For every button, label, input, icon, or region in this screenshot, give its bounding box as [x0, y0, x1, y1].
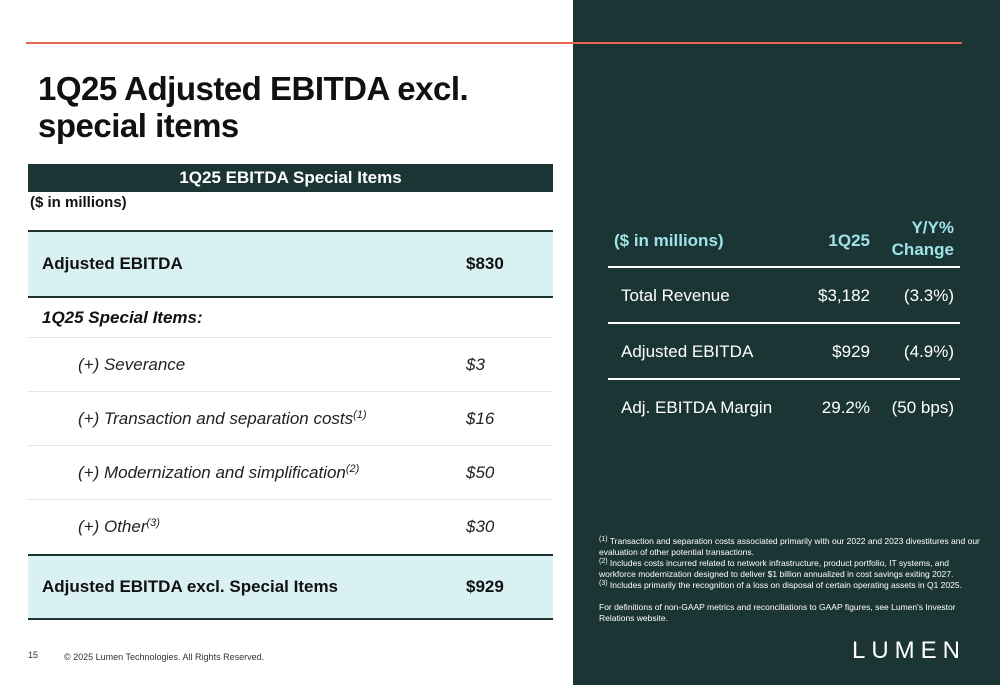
footnote: (1) Transaction and separation costs ass… — [599, 536, 980, 557]
row-value: $929 — [466, 577, 504, 596]
units-header: ($ in millions) — [614, 231, 724, 250]
row-label: Adjusted EBITDA — [42, 254, 183, 273]
table-row: Adjusted EBITDA $929 (4.9%) — [608, 324, 960, 380]
row-label: (+) Other(3) — [78, 517, 160, 536]
row-value: 29.2% — [821, 398, 870, 417]
change-header: Y/Y% Change — [891, 218, 954, 259]
table-row: Adj. EBITDA Margin 29.2% (50 bps) — [608, 380, 960, 436]
right-panel — [573, 0, 1000, 685]
footnotes: (1) Transaction and separation costs ass… — [599, 536, 987, 624]
page-number: 15 — [28, 650, 39, 660]
special-items-table-header: 1Q25 EBITDA Special Items — [28, 164, 553, 192]
row-value: $16 — [466, 408, 495, 428]
footnote-marker: (1) — [353, 408, 367, 421]
row-label: Adj. EBITDA Margin — [621, 398, 773, 417]
row-value: $3 — [466, 354, 485, 374]
summary-table-header: ($ in millions) 1Q25 Y/Y% Change — [608, 215, 960, 268]
period-header: 1Q25 — [828, 231, 870, 250]
table-row: Total Revenue $3,182 (3.3%) — [608, 268, 960, 324]
non-gaap-definitions-note: For definitions of non-GAAP metrics and … — [599, 602, 956, 623]
row-label: (+) Modernization and simplification(2) — [78, 462, 360, 482]
footnote: (2) Includes costs incurred related to n… — [599, 558, 954, 579]
subheading-label: 1Q25 Special Items: — [42, 307, 203, 327]
row-value: $929 — [832, 342, 870, 361]
top-accent-rule — [26, 42, 962, 44]
row-change: (50 bps) — [891, 398, 954, 417]
special-items-table: 1Q25 EBITDA Special Items ($ in millions… — [28, 164, 553, 620]
row-change: (3.3%) — [903, 286, 954, 305]
row-label: (+) Transaction and separation costs(1) — [78, 408, 367, 428]
row-value: $30 — [466, 517, 495, 536]
row-value: $50 — [466, 462, 495, 482]
footnote-marker: (2) — [345, 462, 360, 475]
adjusted-ebitda-excl-special-items-row: Adjusted EBITDA excl. Special Items $929 — [28, 554, 553, 620]
row-label: Total Revenue — [621, 286, 730, 305]
row-label: Adjusted EBITDA — [621, 342, 754, 361]
footnote: (3) Includes primarily the recognition o… — [599, 580, 962, 590]
adjusted-ebitda-row: Adjusted EBITDA $830 — [28, 230, 553, 298]
row-value: $3,182 — [818, 286, 870, 305]
row-change: (4.9%) — [903, 342, 954, 361]
copyright-notice: © 2025 Lumen Technologies. All Rights Re… — [64, 652, 265, 662]
summary-table: ($ in millions) 1Q25 Y/Y% Change Total Re… — [608, 215, 960, 436]
row-value: $830 — [466, 254, 504, 273]
table-row: (+) Severance $3 — [28, 338, 553, 392]
footnote-marker: (3) — [146, 517, 160, 529]
special-items-subheading-row: 1Q25 Special Items: — [28, 298, 553, 338]
units-label: ($ in millions) — [30, 194, 127, 211]
table-row: (+) Other(3) $30 — [28, 500, 553, 554]
row-label: (+) Severance — [78, 354, 186, 374]
row-label: Adjusted EBITDA excl. Special Items — [42, 577, 339, 596]
lumen-logo: LUMEN — [852, 637, 967, 664]
table-row: (+) Modernization and simplification(2) … — [28, 446, 553, 500]
table-row: (+) Transaction and separation costs(1) … — [28, 392, 553, 446]
slide-title: 1Q25 Adjusted EBITDA excl. special items — [38, 70, 469, 144]
